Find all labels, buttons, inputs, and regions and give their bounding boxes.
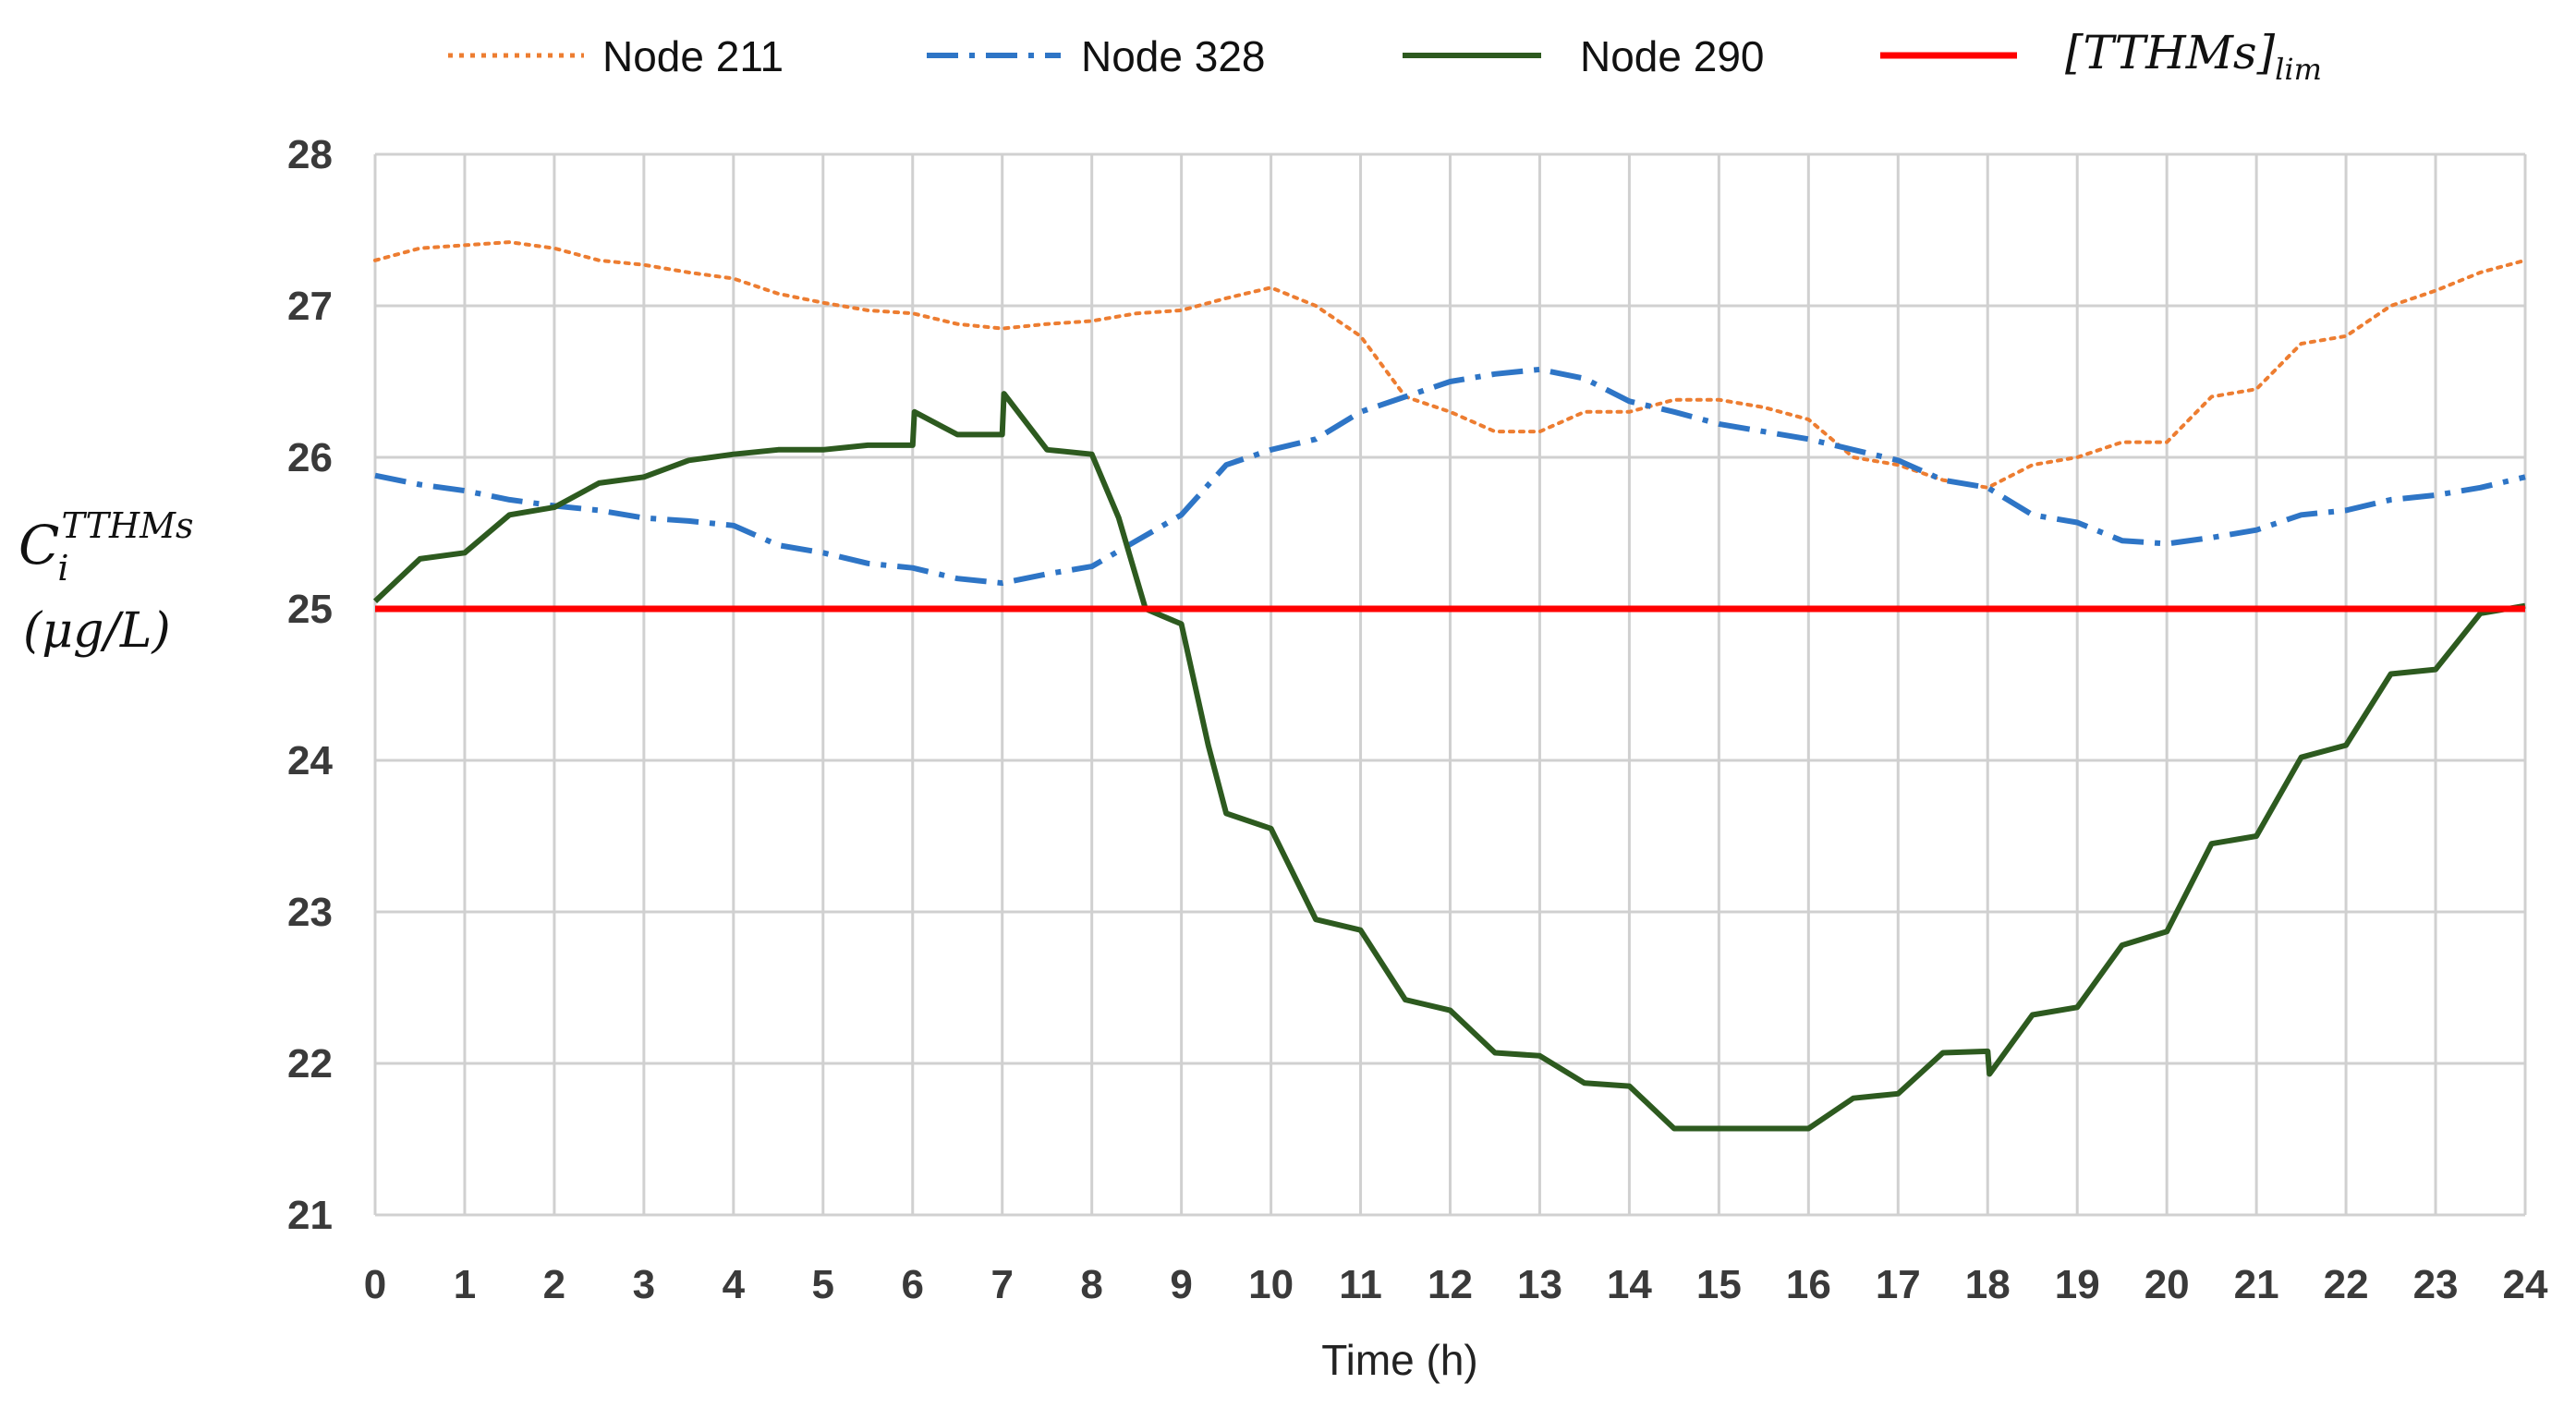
y-tick-label: 23 <box>287 890 333 935</box>
x-tick-label: 4 <box>723 1262 746 1307</box>
series-line <box>373 240 2527 490</box>
x-tick-label: 9 <box>1170 1262 1192 1307</box>
series-group <box>372 240 2527 1132</box>
x-tick-label: 19 <box>2055 1262 2100 1307</box>
x-tick-label: 7 <box>990 1262 1013 1307</box>
y-axis-label-c: C <box>18 514 59 577</box>
y-tick-label: 27 <box>287 284 333 329</box>
legend-label-node-211: Node 211 <box>602 32 784 80</box>
x-tick-label: 23 <box>2413 1262 2459 1307</box>
legend-label-node-290: Node 290 <box>1580 32 1765 80</box>
x-ticks: 0 1 2 3 4 5 6 7 8 9 10 11 12 13 14 15 16 17 18 19 20 21 22 23 24 <box>364 1262 2548 1307</box>
x-tick-label: 24 <box>2503 1262 2548 1307</box>
x-tick-label: 14 <box>1607 1262 1652 1307</box>
legend: Node 211 Node 328 Node 290 [TTHMs]lim <box>448 26 2322 87</box>
x-tick-label: 12 <box>1428 1262 1473 1307</box>
y-ticks: 21 22 23 24 25 26 27 28 <box>287 132 333 1238</box>
y-tick-label: 25 <box>287 587 333 632</box>
legend-label-tthms-sub: lim <box>2275 52 2322 87</box>
series-node-211 <box>373 240 2527 490</box>
x-tick-label: 11 <box>1339 1262 1382 1307</box>
legend-label-tthms-lim: [TTHMs]lim <box>2065 26 2322 87</box>
legend-label-tthms-main: [TTHMs] <box>2065 26 2276 79</box>
grid <box>373 152 2527 1217</box>
y-tick-label: 21 <box>287 1193 333 1238</box>
x-tick-label: 13 <box>1517 1262 1562 1307</box>
x-tick-label: 17 <box>1876 1262 1921 1307</box>
x-tick-label: 22 <box>2324 1262 2369 1307</box>
legend-label-node-328: Node 328 <box>1081 32 1266 80</box>
x-tick-label: 2 <box>543 1262 565 1307</box>
x-tick-label: 16 <box>1786 1262 1831 1307</box>
x-tick-label: 5 <box>812 1262 834 1307</box>
y-tick-label: 22 <box>287 1041 333 1086</box>
x-tick-label: 8 <box>1080 1262 1102 1307</box>
y-axis-label-symbol: CiTTHMs <box>18 505 194 589</box>
x-tick-label: 21 <box>2234 1262 2279 1307</box>
x-tick-label: 20 <box>2145 1262 2190 1307</box>
y-axis-label-unit: (μg/L) <box>23 603 171 659</box>
x-tick-label: 10 <box>1248 1262 1294 1307</box>
x-tick-label: 18 <box>1965 1262 2011 1307</box>
x-tick-label: 1 <box>454 1262 476 1307</box>
x-tick-label: 3 <box>633 1262 655 1307</box>
y-axis-label-subscript: i <box>57 548 68 589</box>
x-tick-label: 0 <box>364 1262 386 1307</box>
y-axis-label-superscript: TTHMs <box>62 505 194 546</box>
series-node-290 <box>372 391 2526 1132</box>
x-axis-label: Time (h) <box>1321 1336 1478 1384</box>
x-tick-label: 15 <box>1696 1262 1742 1307</box>
y-tick-label: 26 <box>287 435 333 480</box>
series-node-328 <box>374 366 2526 587</box>
x-tick-label: 6 <box>902 1262 924 1307</box>
y-tick-label: 24 <box>287 738 333 783</box>
series-line <box>372 391 2526 1132</box>
series-line <box>374 366 2526 587</box>
y-tick-label: 28 <box>287 132 333 177</box>
y-axis-label: CiTTHMs (μg/L) <box>18 505 194 659</box>
